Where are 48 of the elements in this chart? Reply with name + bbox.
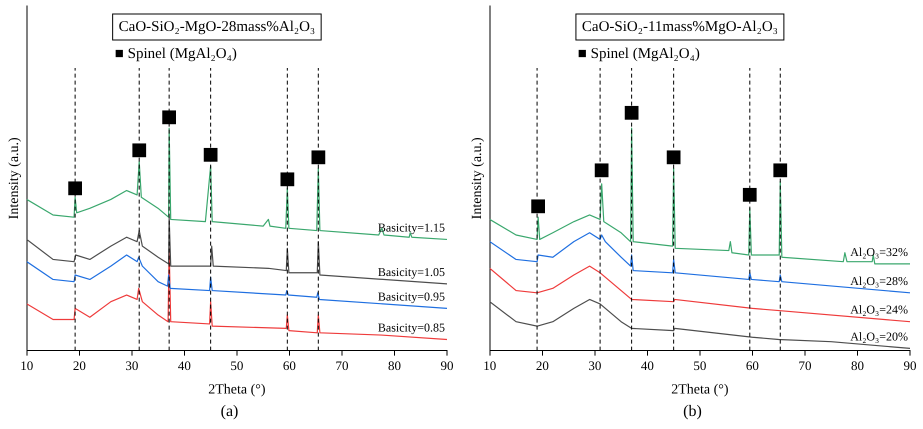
annotation: ■ (665, 146, 682, 167)
annotation: ■ (530, 194, 547, 216)
annotation: ■ (593, 159, 610, 180)
x-tick-label: 60 (282, 358, 296, 373)
text: ■ Spinel (MgAl₂O₄) (578, 46, 700, 62)
chart-title: CaO-SiO₂-MgO-28mass%Al₂O₃ (118, 18, 316, 35)
series-label: Basicity=1.05 (378, 264, 445, 279)
series-label: Al₂O₃=32% (850, 244, 908, 259)
x-tick-label: 30 (588, 358, 602, 373)
x-tick-label: 70 (798, 358, 812, 373)
y-axis-title: Intensity (a.u.) (7, 136, 22, 220)
x-tick-label: 90 (904, 358, 916, 373)
x-tick-label: 20 (536, 358, 549, 373)
x-tick-label: 10 (483, 358, 496, 373)
x-tick-label: 30 (125, 358, 138, 373)
x-tick-label: 20 (72, 358, 86, 373)
series-label: Basicity=0.85 (378, 320, 445, 334)
x-axis-title: 2Theta (°) (671, 382, 729, 398)
series-label: Al₂O₃=28% (850, 274, 908, 288)
series-label: Al₂O₃=24% (850, 302, 908, 317)
text: ■ Spinel (MgAl₂O₄) (114, 46, 237, 62)
series-label: Basicity=1.15 (378, 220, 445, 234)
text: (a) (220, 402, 238, 422)
annotation: ■ (310, 146, 327, 167)
annotation: ■ (66, 176, 84, 198)
annotation: ■ (278, 168, 296, 190)
x-tick-label: 80 (850, 358, 864, 373)
annotation: ■ (130, 139, 148, 160)
x-tick-label: 50 (230, 358, 244, 373)
annotation: ■ (160, 106, 178, 127)
chart-title: CaO-SiO₂-11mass%MgO-Al₂O₃ (582, 18, 778, 35)
x-tick-label: 60 (746, 358, 759, 373)
y-axis-title: Intensity (a.u.) (470, 136, 486, 220)
annotation: ■ (741, 184, 758, 205)
series-label: Basicity=0.95 (378, 289, 445, 304)
x-tick-label: 70 (335, 358, 348, 373)
annotation: ■ (202, 144, 220, 165)
annotation: ■ (623, 101, 640, 122)
x-tick-label: 40 (640, 358, 654, 373)
x-axis-title: 2Theta (°) (208, 382, 266, 398)
x-tick-label: 10 (20, 358, 34, 373)
text: (b) (683, 402, 702, 422)
x-tick-label: 40 (178, 358, 191, 373)
series-label: Al₂O₃=20% (850, 329, 908, 344)
x-tick-label: 50 (693, 358, 706, 373)
annotation: ■ (772, 159, 789, 180)
x-tick-label: 90 (440, 358, 454, 373)
x-tick-label: 80 (388, 358, 401, 373)
